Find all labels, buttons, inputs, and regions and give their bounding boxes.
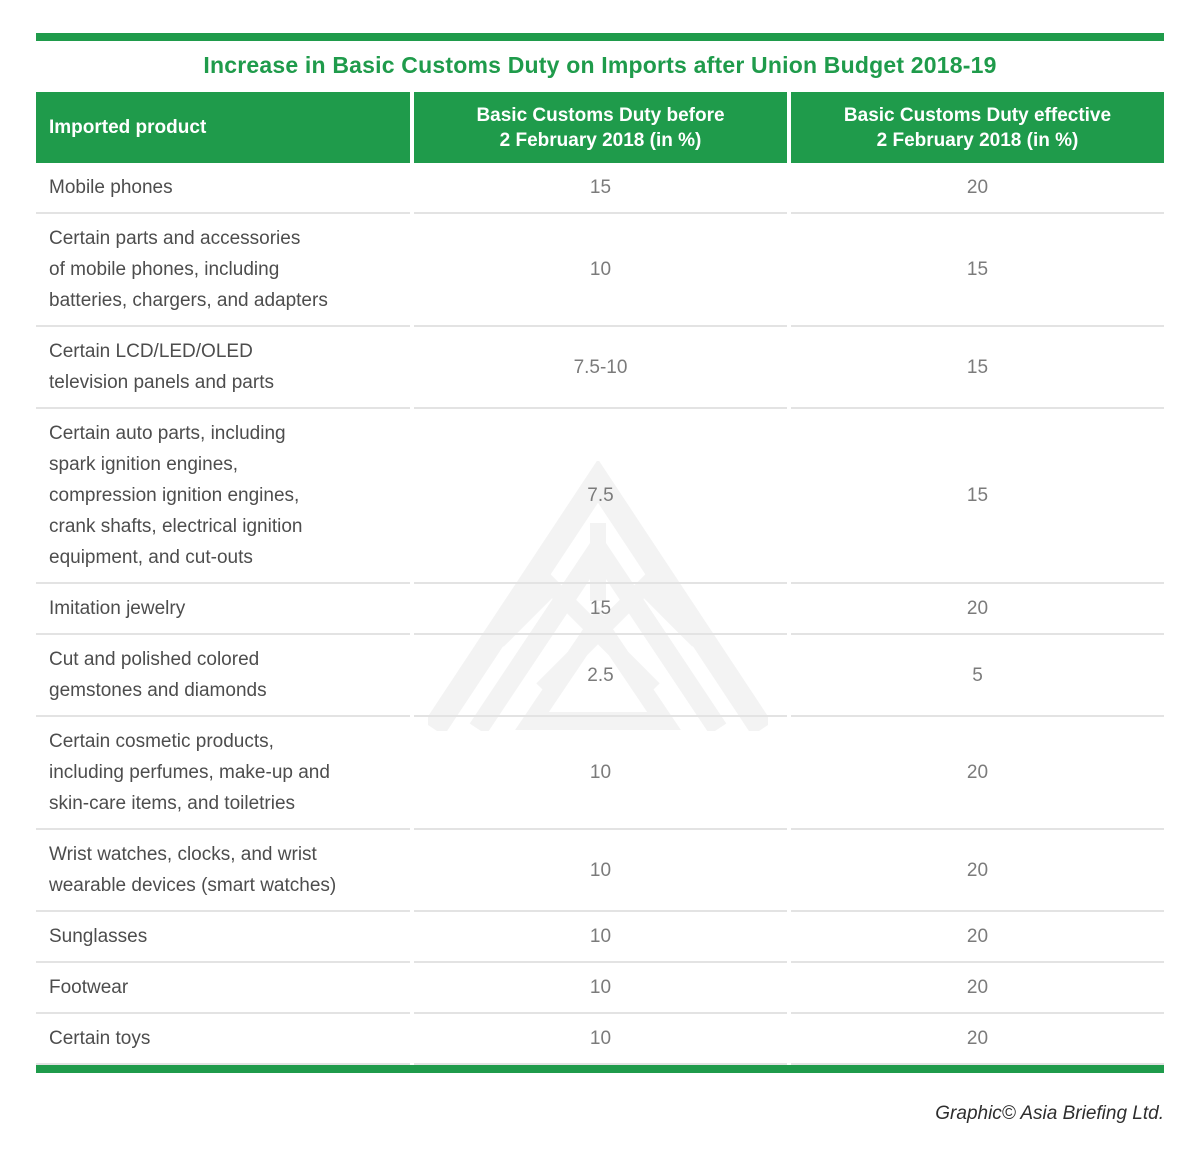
table-row: Cut and polished colored gemstones and d…: [36, 635, 1164, 717]
table-row: Certain LCD/LED/OLED television panels a…: [36, 327, 1164, 409]
duty-before-cell: 10: [414, 963, 787, 1014]
product-cell: Certain LCD/LED/OLED television panels a…: [36, 327, 410, 409]
column-header-imported-product: Imported product: [36, 92, 410, 163]
table-row: Sunglasses 10 20: [36, 912, 1164, 963]
page-title: Increase in Basic Customs Duty on Import…: [203, 52, 997, 78]
duty-after-cell: 20: [791, 830, 1164, 912]
duty-after-cell: 20: [791, 584, 1164, 635]
bottom-accent-bar: [36, 1065, 1164, 1073]
duty-before-cell: 10: [414, 717, 787, 830]
product-cell: Certain parts and accessories of mobile …: [36, 214, 410, 327]
table-row: Certain parts and accessories of mobile …: [36, 214, 1164, 327]
duty-after-cell: 15: [791, 214, 1164, 327]
top-accent-bar: [36, 33, 1164, 41]
duty-after-cell: 5: [791, 635, 1164, 717]
duty-before-cell: 7.5: [414, 409, 787, 584]
product-cell: Mobile phones: [36, 163, 410, 214]
table-row: Certain auto parts, including spark igni…: [36, 409, 1164, 584]
customs-duty-table: Imported product Basic Customs Duty befo…: [36, 92, 1164, 1073]
duty-after-cell: 20: [791, 963, 1164, 1014]
product-cell: Certain auto parts, including spark igni…: [36, 409, 410, 584]
table-row: Wrist watches, clocks, and wrist wearabl…: [36, 830, 1164, 912]
column-header-duty-before: Basic Customs Duty before 2 February 201…: [414, 92, 787, 163]
product-cell: Cut and polished colored gemstones and d…: [36, 635, 410, 717]
table-body: Mobile phones 15 20 Certain parts and ac…: [36, 163, 1164, 1065]
duty-before-cell: 2.5: [414, 635, 787, 717]
duty-before-cell: 15: [414, 163, 787, 214]
duty-before-cell: 7.5-10: [414, 327, 787, 409]
duty-before-cell: 10: [414, 1014, 787, 1065]
duty-after-cell: 15: [791, 409, 1164, 584]
table-row: Mobile phones 15 20: [36, 163, 1164, 214]
graphic-credit: Graphic© Asia Briefing Ltd.: [935, 1103, 1164, 1124]
product-cell: Certain toys: [36, 1014, 410, 1065]
duty-before-cell: 10: [414, 912, 787, 963]
product-cell: Imitation jewelry: [36, 584, 410, 635]
duty-after-cell: 20: [791, 717, 1164, 830]
duty-after-cell: 20: [791, 163, 1164, 214]
duty-before-cell: 15: [414, 584, 787, 635]
table-row: Imitation jewelry 15 20: [36, 584, 1164, 635]
column-header-duty-effective: Basic Customs Duty effective 2 February …: [791, 92, 1164, 163]
product-cell: Sunglasses: [36, 912, 410, 963]
table-row: Certain toys 10 20: [36, 1014, 1164, 1065]
table-row: Certain cosmetic products, including per…: [36, 717, 1164, 830]
duty-before-cell: 10: [414, 830, 787, 912]
duty-after-cell: 15: [791, 327, 1164, 409]
product-cell: Certain cosmetic products, including per…: [36, 717, 410, 830]
page: Increase in Basic Customs Duty on Import…: [0, 33, 1200, 1160]
duty-after-cell: 20: [791, 912, 1164, 963]
duty-after-cell: 20: [791, 1014, 1164, 1065]
table-header-row: Imported product Basic Customs Duty befo…: [36, 92, 1164, 163]
product-cell: Footwear: [36, 963, 410, 1014]
product-cell: Wrist watches, clocks, and wrist wearabl…: [36, 830, 410, 912]
table-row: Footwear 10 20: [36, 963, 1164, 1014]
duty-before-cell: 10: [414, 214, 787, 327]
